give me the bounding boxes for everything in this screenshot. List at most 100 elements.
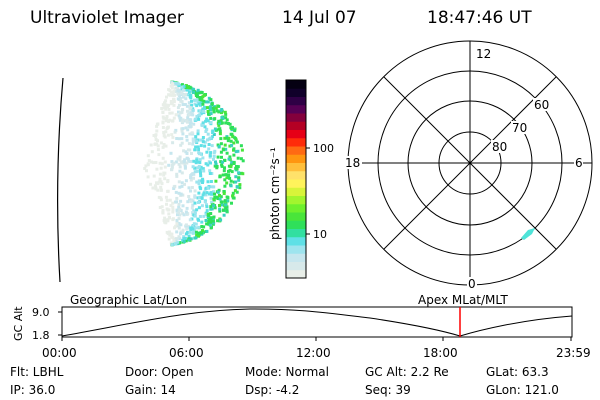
orbit-y-label-9: 9.0 xyxy=(32,306,50,319)
aurora-pixel xyxy=(231,196,235,200)
aurora-pixel xyxy=(184,97,188,101)
aurora-pixel xyxy=(193,166,197,170)
aurora-pixel xyxy=(193,189,197,193)
colorbar-band xyxy=(286,253,306,262)
info-gain: Gain: 14 xyxy=(125,383,176,397)
aurora-pixel xyxy=(189,199,193,203)
aurora-pixel xyxy=(241,172,245,176)
aurora-pixel xyxy=(197,152,201,156)
aurora-pixel xyxy=(233,189,237,193)
aurora-pixel xyxy=(182,95,185,99)
aurora-pixel xyxy=(217,121,221,125)
aurora-pixel xyxy=(181,228,185,232)
aurora-pixel xyxy=(225,181,229,185)
aurora-pixel xyxy=(191,203,195,207)
aurora-pixel xyxy=(207,213,211,217)
aurora-pixel xyxy=(172,116,176,120)
aurora-pixel xyxy=(187,234,191,238)
aurora-pixel xyxy=(166,105,170,109)
aurora-pixel xyxy=(225,118,229,122)
aurora-pixel xyxy=(209,196,213,200)
aurora-pixel xyxy=(222,213,226,217)
aurora-pixel xyxy=(205,213,209,217)
aurora-pixel xyxy=(171,135,175,139)
colorbar-band xyxy=(286,96,306,106)
aurora-pixel xyxy=(179,116,183,120)
aurora-pixel xyxy=(178,208,182,212)
aurora-pixel xyxy=(179,192,183,196)
aurora-pixel xyxy=(235,190,239,194)
aurora-pixel xyxy=(161,145,165,149)
aurora-pixel xyxy=(188,132,192,136)
aurora-pixel xyxy=(209,151,213,155)
aurora-pixel xyxy=(173,93,176,97)
aurora-pixel xyxy=(227,173,231,177)
aurora-pixel xyxy=(228,176,232,180)
aurora-pixel xyxy=(237,178,241,182)
aurora-pixel xyxy=(161,211,165,215)
aurora-pixel xyxy=(204,193,208,197)
mlt-label-18: 18 xyxy=(345,156,360,170)
aurora-pixel xyxy=(194,230,198,234)
aurora-pixel xyxy=(194,236,198,240)
aurora-pixel xyxy=(192,90,195,94)
aurora-pixel xyxy=(221,208,225,212)
aurora-pixel xyxy=(219,218,223,222)
aurora-pixel xyxy=(177,211,181,215)
info-glat: GLat: 63.3 xyxy=(486,365,549,379)
aurora-pixel xyxy=(205,117,209,121)
aurora-pixel xyxy=(198,168,202,172)
colorbar-tick-label-100: 100 xyxy=(313,142,334,155)
aurora-pixel xyxy=(206,163,210,167)
aurora-pixel xyxy=(202,225,206,229)
aurora-pixel xyxy=(209,108,212,112)
aurora-pixel xyxy=(184,92,188,96)
aurora-pixel xyxy=(208,172,212,175)
aurora-pixel xyxy=(175,230,179,234)
aurora-pixel xyxy=(171,217,175,221)
aurora-pixel xyxy=(163,171,167,175)
aurora-pixel xyxy=(174,128,178,132)
aurora-pixel xyxy=(155,181,158,185)
aurora-pixel xyxy=(212,133,216,136)
polar-label-bg-60 xyxy=(533,98,550,111)
aurora-pixel xyxy=(180,108,184,112)
aurora-pixel xyxy=(199,171,202,175)
aurora-pixel xyxy=(181,132,185,136)
aurora-pixel xyxy=(197,201,200,204)
aurora-pixel xyxy=(173,184,177,188)
aurora-pixel xyxy=(196,129,200,133)
aurora-pixel xyxy=(206,110,210,113)
colorbar-band xyxy=(286,121,306,130)
aurora-pixel xyxy=(235,165,238,168)
aurora-pixel xyxy=(165,95,168,99)
aurora-pixel xyxy=(167,212,171,216)
aurora-pixel xyxy=(200,97,204,101)
aurora-pixel xyxy=(207,96,211,100)
aurora-pixel xyxy=(197,117,201,121)
aurora-pixel xyxy=(180,181,184,185)
aurora-pixel xyxy=(211,217,215,221)
aurora-pixel xyxy=(223,158,226,162)
aurora-pixel xyxy=(213,127,217,131)
aurora-pixel xyxy=(240,148,244,152)
aurora-pixel xyxy=(171,210,175,214)
aurora-pixel xyxy=(214,179,218,183)
aurora-pixel xyxy=(164,221,168,225)
aurora-pixel xyxy=(236,156,240,160)
aurora-pixel xyxy=(159,185,163,189)
aurora-pixel xyxy=(209,218,212,222)
aurora-pixel xyxy=(184,210,188,214)
aurora-pixel xyxy=(200,91,204,94)
aurora-pixel xyxy=(225,208,229,212)
aurora-pixel xyxy=(183,182,186,186)
aurora-pixel xyxy=(208,169,212,173)
aurora-pixel xyxy=(164,99,168,103)
polar-label-bg-80 xyxy=(491,140,508,153)
aurora-pixel xyxy=(235,185,239,189)
aurora-pixel xyxy=(177,205,181,209)
aurora-pixel xyxy=(162,134,166,138)
aurora-pixel xyxy=(218,204,221,207)
aurora-pixel xyxy=(208,136,212,140)
